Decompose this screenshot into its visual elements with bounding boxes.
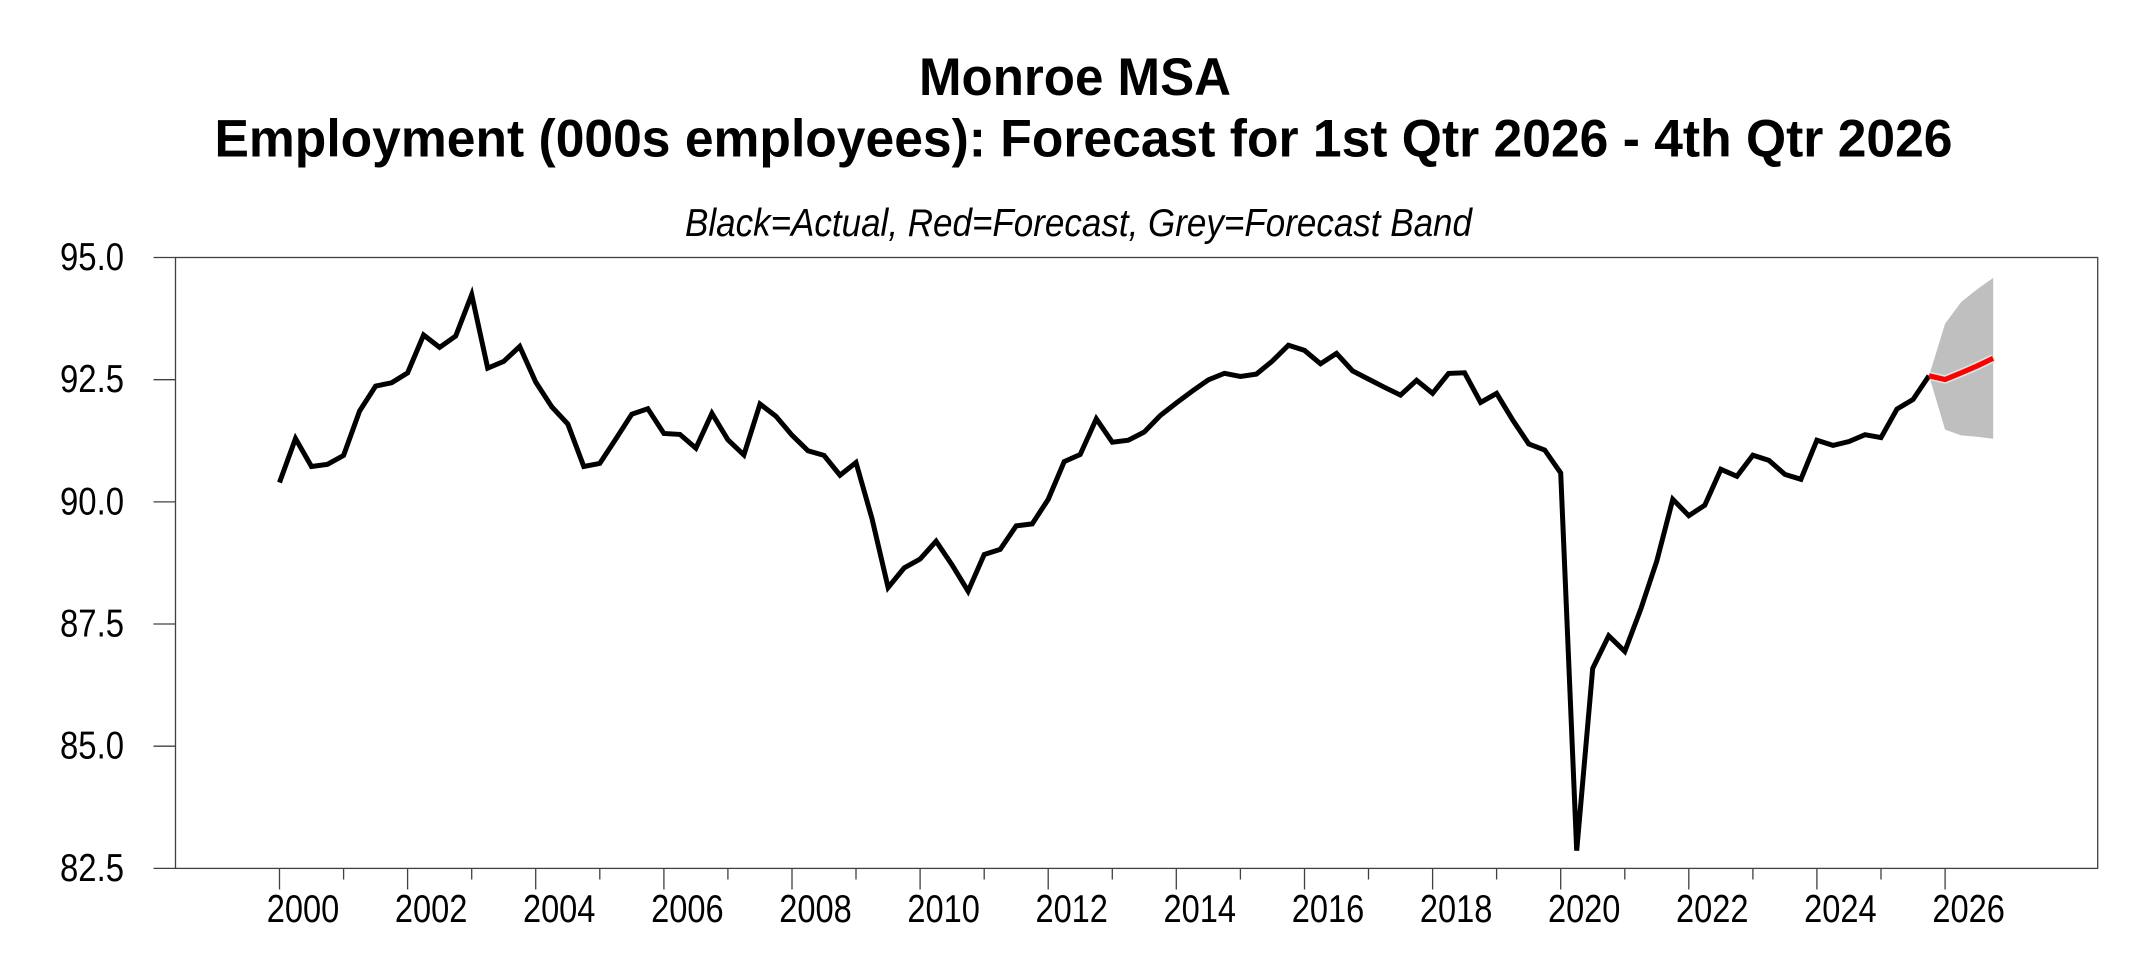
svg-text:2026: 2026 bbox=[1932, 888, 2005, 931]
svg-text:Monroe MSA: Monroe MSA bbox=[919, 48, 1231, 107]
svg-text:2014: 2014 bbox=[1164, 888, 1237, 931]
svg-text:2022: 2022 bbox=[1676, 888, 1749, 931]
svg-text:2008: 2008 bbox=[779, 888, 852, 931]
svg-text:2006: 2006 bbox=[651, 888, 724, 931]
svg-text:2002: 2002 bbox=[395, 888, 468, 931]
svg-text:2016: 2016 bbox=[1292, 888, 1365, 931]
svg-text:85.0: 85.0 bbox=[60, 725, 124, 768]
svg-text:2000: 2000 bbox=[267, 888, 340, 931]
svg-text:92.5: 92.5 bbox=[60, 358, 124, 401]
svg-text:2020: 2020 bbox=[1548, 888, 1621, 931]
svg-text:95.0: 95.0 bbox=[60, 236, 124, 279]
svg-text:90.0: 90.0 bbox=[60, 480, 124, 523]
svg-text:87.5: 87.5 bbox=[60, 603, 124, 646]
svg-text:2018: 2018 bbox=[1420, 888, 1493, 931]
svg-text:2010: 2010 bbox=[907, 888, 980, 931]
svg-text:2004: 2004 bbox=[523, 888, 596, 931]
svg-text:Employment (000s employees): F: Employment (000s employees): Forecast fo… bbox=[215, 110, 1953, 169]
svg-text:2012: 2012 bbox=[1035, 888, 1108, 931]
svg-text:2024: 2024 bbox=[1804, 888, 1877, 931]
svg-text:Black=Actual, Red=Forecast, Gr: Black=Actual, Red=Forecast, Grey=Forecas… bbox=[685, 202, 1473, 245]
svg-text:82.5: 82.5 bbox=[60, 847, 124, 890]
